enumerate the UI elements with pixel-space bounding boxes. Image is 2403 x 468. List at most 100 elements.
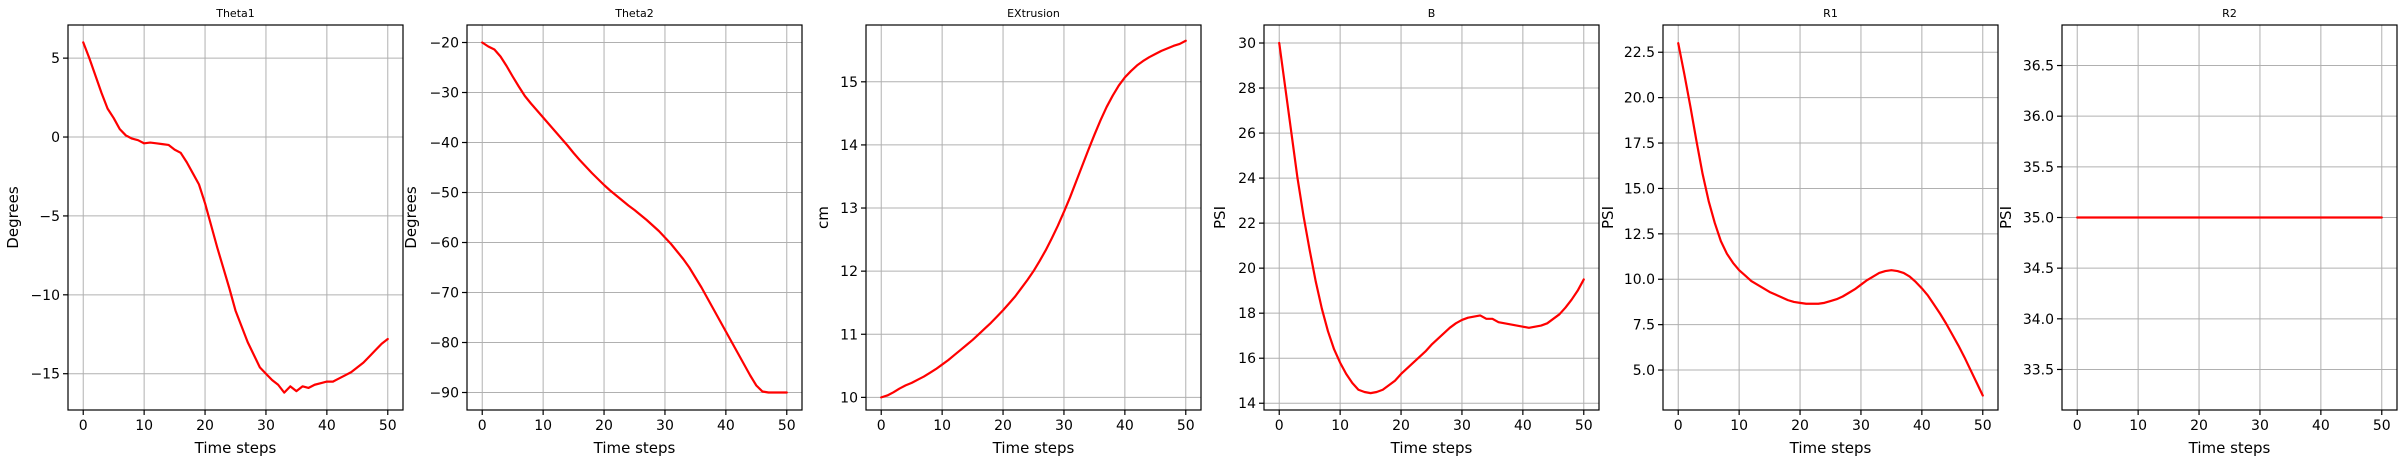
chart-panel-4: 0 10 20 30 40 50 14 16 18 20 22 24 26 28 30 B Time steps… — [1211, 7, 1600, 457]
x-axis-label: Time steps — [194, 439, 277, 457]
x-axis-label: Time steps — [593, 439, 676, 457]
plot-frame — [865, 24, 1202, 411]
x-tick-label: 40 — [1514, 418, 1532, 434]
y-tick-label: −10 — [30, 288, 60, 304]
x-tick-label: 30 — [257, 418, 275, 434]
y-axis-label: PSI — [1211, 206, 1229, 229]
y-tick-label: 22 — [1238, 216, 1256, 232]
y-tick-label: 10 — [840, 390, 858, 406]
x-tick-label: 30 — [1055, 418, 1073, 434]
series-line — [82, 41, 389, 394]
x-tick-label: 20 — [595, 418, 613, 434]
y-tick-label: −5 — [39, 209, 60, 225]
chart-panel-6: 0 10 20 30 40 50 33.5 34.0 34.5 35.0 35.5 36.0 36.5 R… — [1997, 7, 2398, 457]
y-tick-label: 24 — [1238, 171, 1256, 187]
y-axis-label: Degrees — [402, 186, 420, 249]
x-tick-label: 40 — [2312, 418, 2330, 434]
y-tick-label: −90 — [429, 386, 459, 402]
y-tick-label: 28 — [1238, 81, 1256, 97]
y-tick-label: 15 — [840, 75, 858, 91]
y-tick-label: 10.0 — [1624, 272, 1655, 288]
y-tick-label: 35.5 — [2023, 160, 2054, 176]
y-tick-label: 7.5 — [1633, 318, 1655, 334]
x-tick-label: 30 — [2251, 418, 2269, 434]
x-tick-label: 10 — [933, 418, 951, 434]
x-tick-label: 50 — [1177, 418, 1195, 434]
x-tick-label: 10 — [135, 418, 153, 434]
x-tick-label: 50 — [1974, 418, 1992, 434]
y-tick-label: −80 — [429, 336, 459, 352]
x-tick-label: 10 — [1331, 418, 1349, 434]
x-tick-label: 30 — [656, 418, 674, 434]
x-axis-label: Time steps — [1789, 439, 1872, 457]
x-tick-label: 20 — [994, 418, 1012, 434]
x-tick-label: 40 — [318, 418, 336, 434]
y-axis-label: Degrees — [4, 186, 22, 249]
x-tick-label: 20 — [196, 418, 214, 434]
x-tick-label: 50 — [778, 418, 796, 434]
x-tick-label: 30 — [1852, 418, 1870, 434]
y-tick-label: 0 — [51, 130, 60, 146]
x-tick-label: 30 — [1453, 418, 1471, 434]
y-tick-label: 14 — [840, 138, 858, 154]
x-tick-label: 50 — [2373, 418, 2391, 434]
x-tick-label: 0 — [79, 418, 88, 434]
x-tick-label: 0 — [877, 418, 886, 434]
y-tick-label: 5.0 — [1633, 363, 1655, 379]
y-tick-label: 33.5 — [2023, 362, 2054, 378]
y-tick-label: 18 — [1238, 306, 1256, 322]
y-tick-label: 36.0 — [2023, 109, 2054, 125]
y-tick-label: 5 — [51, 51, 60, 67]
y-tick-label: 13 — [840, 201, 858, 217]
y-tick-label: 20 — [1238, 261, 1256, 277]
plot-frame — [1662, 24, 1999, 411]
x-tick-label: 0 — [1674, 418, 1683, 434]
chart-title: Theta1 — [215, 7, 255, 20]
chart-title: R1 — [1823, 7, 1838, 20]
y-axis-label: PSI — [1599, 206, 1617, 229]
series-line — [1677, 42, 1984, 397]
y-tick-label: 30 — [1238, 36, 1256, 52]
y-tick-label: 34.5 — [2023, 261, 2054, 277]
x-tick-label: 10 — [534, 418, 552, 434]
chart-title: B — [1428, 7, 1436, 20]
x-tick-label: 20 — [1791, 418, 1809, 434]
y-tick-label: 14 — [1238, 396, 1256, 412]
y-tick-label: 26 — [1238, 126, 1256, 142]
x-tick-label: 0 — [2073, 418, 2082, 434]
x-axis-label: Time steps — [992, 439, 1075, 457]
x-tick-label: 40 — [1116, 418, 1134, 434]
chart-panel-3: 0 10 20 30 40 50 10 11 12 13 14 15 EXtrusion Time ste… — [814, 7, 1202, 457]
x-tick-label: 10 — [1730, 418, 1748, 434]
x-axis-label: Time steps — [2188, 439, 2271, 457]
plot-frame — [466, 24, 803, 411]
y-tick-label: 15.0 — [1624, 181, 1655, 197]
chart-title: R2 — [2222, 7, 2237, 20]
y-axis-label: cm — [814, 206, 832, 229]
y-tick-label: 11 — [840, 327, 858, 343]
x-tick-label: 40 — [1913, 418, 1931, 434]
chart-panel-5: 0 10 20 30 40 50 5.0 7.5 10.0 12.5 15.0 17.5 20.0 22.… — [1599, 7, 1999, 457]
series-line — [880, 39, 1187, 399]
y-tick-label: 22.5 — [1624, 45, 1655, 61]
series-line — [1278, 41, 1585, 395]
chart-title: Theta2 — [614, 7, 654, 20]
y-tick-label: 34.0 — [2023, 312, 2054, 328]
chart-title: EXtrusion — [1007, 7, 1060, 20]
y-tick-label: −20 — [429, 36, 459, 52]
y-tick-label: 20.0 — [1624, 91, 1655, 107]
y-tick-label: 12.5 — [1624, 227, 1655, 243]
y-tick-label: 17.5 — [1624, 136, 1655, 152]
y-tick-label: 36.5 — [2023, 59, 2054, 75]
y-axis-label: PSI — [1997, 206, 2015, 229]
x-tick-label: 50 — [379, 418, 397, 434]
x-tick-label: 10 — [2129, 418, 2147, 434]
y-tick-label: −15 — [30, 367, 60, 383]
y-tick-label: −60 — [429, 236, 459, 252]
y-tick-label: 16 — [1238, 351, 1256, 367]
x-tick-label: 50 — [1575, 418, 1593, 434]
x-tick-label: 20 — [1392, 418, 1410, 434]
